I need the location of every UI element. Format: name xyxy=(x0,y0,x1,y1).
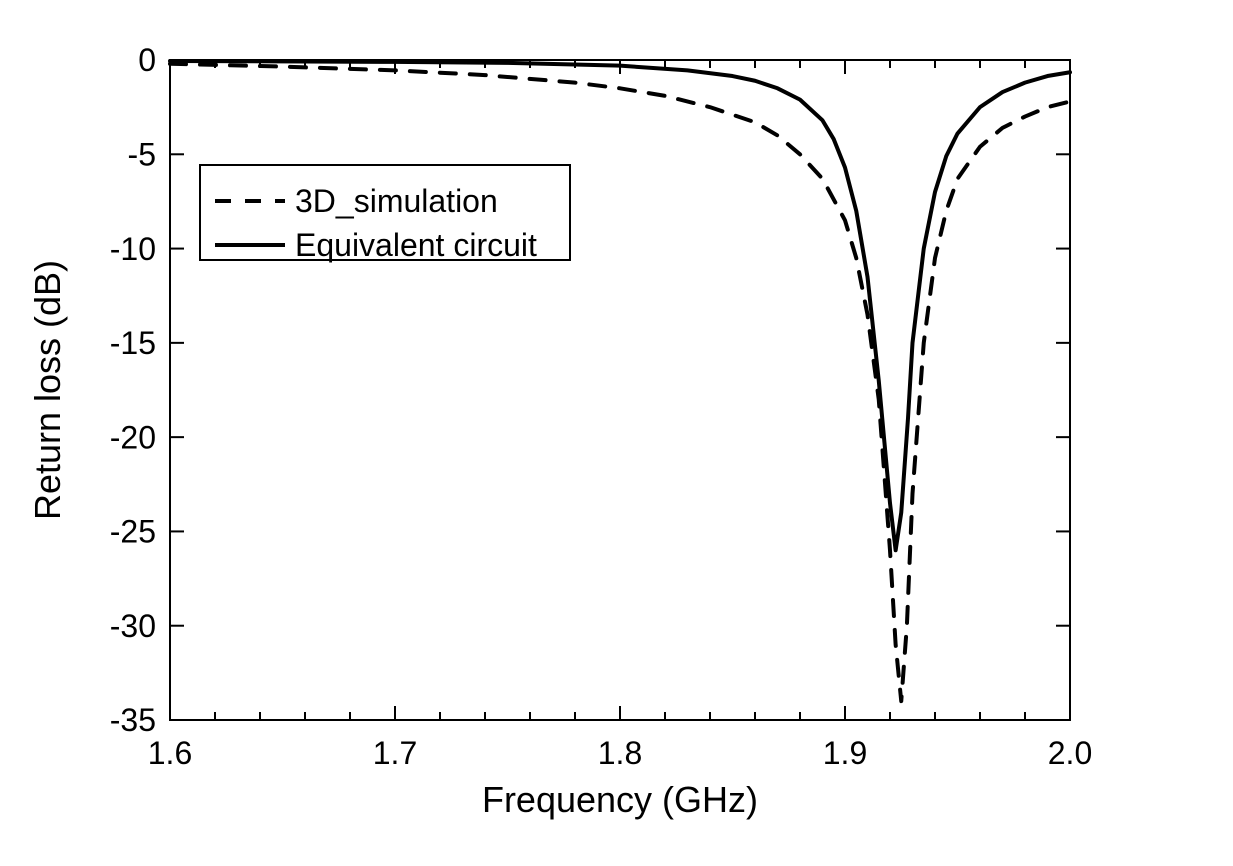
legend-label: 3D_simulation xyxy=(295,183,498,219)
x-tick-label: 2.0 xyxy=(1048,735,1092,771)
x-tick-label: 1.9 xyxy=(823,735,867,771)
y-tick-label: -20 xyxy=(110,419,156,455)
y-tick-label: -5 xyxy=(128,136,156,172)
y-tick-label: -30 xyxy=(110,608,156,644)
x-axis-label: Frequency (GHz) xyxy=(482,779,758,820)
y-tick-label: -25 xyxy=(110,514,156,550)
chart-svg: 1.6 1.7 1.8 1.9 2.0 0 -5 -10 -15 -20 -25 -30 -35 Freq… xyxy=(0,0,1233,866)
y-tick-label: -15 xyxy=(110,325,156,361)
x-tick-label: 1.8 xyxy=(598,735,642,771)
x-tick-label: 1.6 xyxy=(148,735,192,771)
return-loss-chart: 1.6 1.7 1.8 1.9 2.0 0 -5 -10 -15 -20 -25 -30 -35 Freq… xyxy=(0,0,1233,866)
y-tick-label: 0 xyxy=(138,42,156,78)
y-tick-label: -35 xyxy=(110,702,156,738)
x-tick-label: 1.7 xyxy=(373,735,417,771)
legend-label: Equivalent circuit xyxy=(295,227,537,263)
y-axis-label: Return loss (dB) xyxy=(27,260,68,520)
y-tick-label: -10 xyxy=(110,231,156,267)
